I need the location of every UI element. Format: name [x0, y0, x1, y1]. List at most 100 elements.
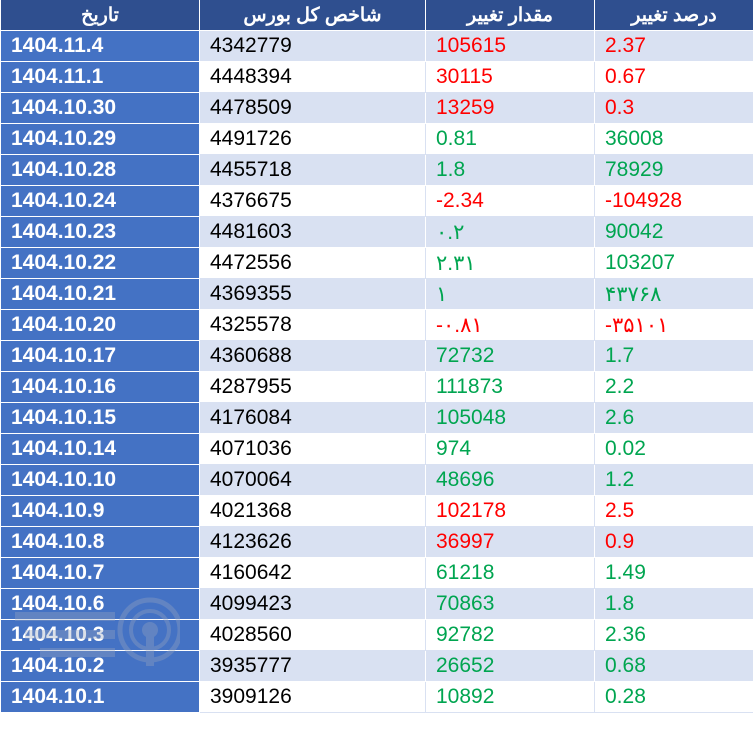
index-cell[interactable]: 4071036	[199, 433, 426, 465]
date-cell[interactable]: 1404.10.16	[0, 371, 200, 403]
change-percent-cell[interactable]: 2.5	[594, 495, 753, 527]
table-row: 1404.10.3 4028560 92782 2.36	[0, 619, 753, 651]
change-amount-cell[interactable]: 974	[425, 433, 595, 465]
date-cell[interactable]: 1404.10.23	[0, 216, 200, 248]
date-cell[interactable]: 1404.10.28	[0, 154, 200, 186]
index-cell[interactable]: 4481603	[199, 216, 426, 248]
change-amount-cell[interactable]: 48696	[425, 464, 595, 496]
change-percent-cell[interactable]: 0.67	[594, 61, 753, 93]
date-cell[interactable]: 1404.11.1	[0, 61, 200, 93]
change-percent-cell[interactable]: -104928	[594, 185, 753, 217]
index-cell[interactable]: 4099423	[199, 588, 426, 620]
table-row: 1404.11.4 4342779 105615 2.37	[0, 30, 753, 62]
index-cell[interactable]: 4021368	[199, 495, 426, 527]
date-cell[interactable]: 1404.11.4	[0, 30, 200, 62]
date-cell[interactable]: 1404.10.29	[0, 123, 200, 155]
index-cell[interactable]: 4123626	[199, 526, 426, 558]
date-cell[interactable]: 1404.10.14	[0, 433, 200, 465]
index-cell[interactable]: 4369355	[199, 278, 426, 310]
table-row: 1404.10.9 4021368 102178 2.5	[0, 495, 753, 527]
change-percent-cell[interactable]: -۳۵۱۰۱	[594, 309, 753, 341]
date-cell[interactable]: 1404.10.15	[0, 402, 200, 434]
index-cell[interactable]: 3935777	[199, 650, 426, 682]
change-amount-cell[interactable]: ۱	[425, 278, 595, 310]
index-cell[interactable]: 4491726	[199, 123, 426, 155]
change-amount-cell[interactable]: 26652	[425, 650, 595, 682]
change-amount-cell[interactable]: 111873	[425, 371, 595, 403]
date-cell[interactable]: 1404.10.21	[0, 278, 200, 310]
change-percent-cell[interactable]: 1.2	[594, 464, 753, 496]
change-percent-cell[interactable]: 90042	[594, 216, 753, 248]
header-date[interactable]: تاریخ	[0, 0, 200, 31]
change-percent-cell[interactable]: 0.68	[594, 650, 753, 682]
change-percent-cell[interactable]: ۴۳۷۶۸	[594, 278, 753, 310]
change-percent-cell[interactable]: 2.2	[594, 371, 753, 403]
index-cell[interactable]: 4342779	[199, 30, 426, 62]
change-amount-cell[interactable]: -۰.۸۱	[425, 309, 595, 341]
change-percent-cell[interactable]: 0.3	[594, 92, 753, 124]
date-cell[interactable]: 1404.10.10	[0, 464, 200, 496]
index-cell[interactable]: 4160642	[199, 557, 426, 589]
date-cell[interactable]: 1404.10.17	[0, 340, 200, 372]
index-cell[interactable]: 4360688	[199, 340, 426, 372]
date-cell[interactable]: 1404.10.9	[0, 495, 200, 527]
table-row: 1404.10.24 4376675 -2.34 -104928	[0, 185, 753, 217]
index-cell[interactable]: 4448394	[199, 61, 426, 93]
change-amount-cell[interactable]: 105615	[425, 30, 595, 62]
index-cell[interactable]: 4176084	[199, 402, 426, 434]
date-cell[interactable]: 1404.10.30	[0, 92, 200, 124]
table-row: 1404.10.2 3935777 26652 0.68	[0, 650, 753, 682]
header-index[interactable]: شاخص کل بورس	[199, 0, 426, 31]
change-amount-cell[interactable]: 30115	[425, 61, 595, 93]
change-percent-cell[interactable]: 1.7	[594, 340, 753, 372]
table-row: 1404.10.1 3909126 10892 0.28	[0, 681, 753, 713]
change-amount-cell[interactable]: 1.8	[425, 154, 595, 186]
change-percent-cell[interactable]: 0.02	[594, 433, 753, 465]
table-row: 1404.10.21 4369355 ۱ ۴۳۷۶۸	[0, 278, 753, 310]
index-cell[interactable]: 4325578	[199, 309, 426, 341]
change-percent-cell[interactable]: 2.36	[594, 619, 753, 651]
change-percent-cell[interactable]: 103207	[594, 247, 753, 279]
date-cell[interactable]: 1404.10.24	[0, 185, 200, 217]
change-amount-cell[interactable]: -2.34	[425, 185, 595, 217]
date-cell[interactable]: 1404.10.8	[0, 526, 200, 558]
table-row: 1404.10.20 4325578 -۰.۸۱ -۳۵۱۰۱	[0, 309, 753, 341]
index-cell[interactable]: 3909126	[199, 681, 426, 713]
change-amount-cell[interactable]: 0.81	[425, 123, 595, 155]
date-cell[interactable]: 1404.10.6	[0, 588, 200, 620]
index-cell[interactable]: 4028560	[199, 619, 426, 651]
change-percent-cell[interactable]: 0.9	[594, 526, 753, 558]
change-amount-cell[interactable]: ۲.۳۱	[425, 247, 595, 279]
change-amount-cell[interactable]: 10892	[425, 681, 595, 713]
change-amount-cell[interactable]: ۰.۲	[425, 216, 595, 248]
date-cell[interactable]: 1404.10.1	[0, 681, 200, 713]
date-cell[interactable]: 1404.10.20	[0, 309, 200, 341]
index-cell[interactable]: 4478509	[199, 92, 426, 124]
change-percent-cell[interactable]: 1.49	[594, 557, 753, 589]
change-amount-cell[interactable]: 13259	[425, 92, 595, 124]
change-percent-cell[interactable]: 2.6	[594, 402, 753, 434]
date-cell[interactable]: 1404.10.3	[0, 619, 200, 651]
index-cell[interactable]: 4376675	[199, 185, 426, 217]
change-amount-cell[interactable]: 61218	[425, 557, 595, 589]
change-amount-cell[interactable]: 72732	[425, 340, 595, 372]
date-cell[interactable]: 1404.10.7	[0, 557, 200, 589]
change-percent-cell[interactable]: 0.28	[594, 681, 753, 713]
date-cell[interactable]: 1404.10.22	[0, 247, 200, 279]
index-cell[interactable]: 4070064	[199, 464, 426, 496]
date-cell[interactable]: 1404.10.2	[0, 650, 200, 682]
header-change-amount[interactable]: مقدار تغییر	[425, 0, 595, 31]
change-amount-cell[interactable]: 36997	[425, 526, 595, 558]
change-percent-cell[interactable]: 36008	[594, 123, 753, 155]
index-cell[interactable]: 4472556	[199, 247, 426, 279]
change-percent-cell[interactable]: 2.37	[594, 30, 753, 62]
change-percent-cell[interactable]: 1.8	[594, 588, 753, 620]
index-cell[interactable]: 4287955	[199, 371, 426, 403]
change-amount-cell[interactable]: 70863	[425, 588, 595, 620]
header-change-percent[interactable]: درصد تغییر	[594, 0, 753, 31]
change-amount-cell[interactable]: 102178	[425, 495, 595, 527]
change-amount-cell[interactable]: 92782	[425, 619, 595, 651]
change-amount-cell[interactable]: 105048	[425, 402, 595, 434]
change-percent-cell[interactable]: 78929	[594, 154, 753, 186]
index-cell[interactable]: 4455718	[199, 154, 426, 186]
